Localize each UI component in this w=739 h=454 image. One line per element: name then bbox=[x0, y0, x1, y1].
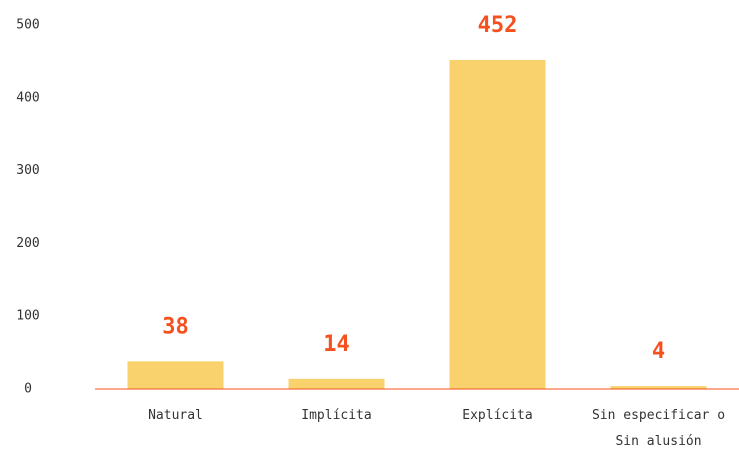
value-label: 14 bbox=[323, 332, 350, 357]
x-tick-label: Natural bbox=[148, 408, 203, 423]
x-tick-label: Explícita bbox=[462, 408, 533, 423]
y-tick-label: 100 bbox=[16, 309, 39, 324]
x-tick-label-box: Implícita bbox=[301, 408, 372, 423]
y-tick-label: 500 bbox=[16, 18, 39, 33]
y-tick-label: 400 bbox=[16, 90, 39, 105]
y-tick-label: 200 bbox=[16, 236, 39, 251]
x-tick-label-box: Natural bbox=[148, 408, 203, 423]
bar bbox=[449, 59, 546, 389]
x-tick-label: Sin especificar o Sin alusión bbox=[591, 408, 726, 449]
value-label: 38 bbox=[162, 314, 189, 339]
bar bbox=[610, 386, 707, 389]
value-label: 452 bbox=[478, 13, 518, 38]
value-label: 4 bbox=[652, 339, 665, 364]
x-tick-label-box: Sin especificar o Sin alusión bbox=[591, 408, 726, 449]
y-tick-label: 300 bbox=[16, 163, 39, 178]
x-tick-label-box: Explícita bbox=[462, 408, 533, 423]
y-tick-label: 0 bbox=[24, 382, 32, 397]
bar bbox=[127, 361, 224, 389]
bar bbox=[288, 378, 385, 389]
x-tick-label: Implícita bbox=[301, 408, 372, 423]
